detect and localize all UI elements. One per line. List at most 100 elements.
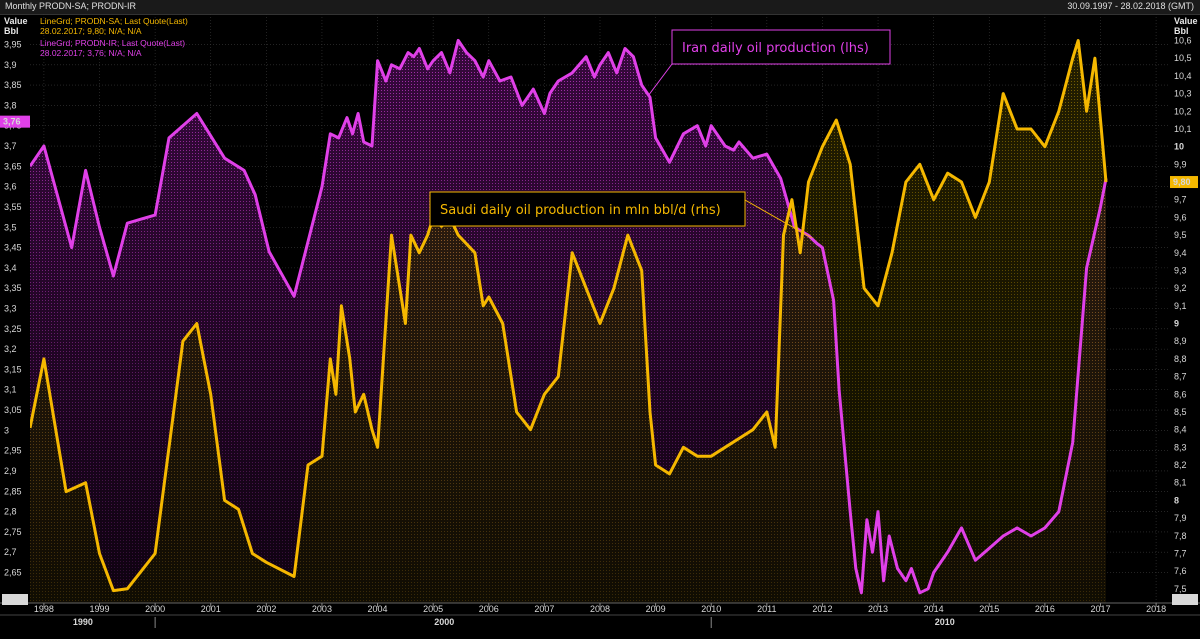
x-axis-year-label: 2012 — [812, 604, 832, 614]
right-axis-tick-label: 9,4 — [1174, 248, 1187, 258]
right-axis-tick-label: 10,6 — [1174, 36, 1192, 46]
right-axis-head-unit: Bbl — [1174, 26, 1189, 36]
iran-callout-box — [671, 29, 891, 65]
right-axis-tick-label: 9,3 — [1174, 265, 1187, 275]
right-axis-tick-label: 10,1 — [1174, 124, 1192, 134]
x-axis-decade-label: 2010 — [935, 617, 955, 627]
right-axis-tick-label: 7,7 — [1174, 548, 1187, 558]
left-axis-tick-label: 3,95 — [4, 39, 22, 49]
x-axis-year-label: 2003 — [312, 604, 332, 614]
left-axis-tick-label: 2,75 — [4, 527, 22, 537]
left-axis-tick-label: 3,05 — [4, 405, 22, 415]
chart-title: Monthly PRODN-SA; PRODN-IR — [5, 1, 137, 11]
auto-scale-right-button[interactable]: Auto — [1172, 594, 1198, 605]
left-axis-tick-label: 3,55 — [4, 202, 22, 212]
left-axis-tick-label: 3,7 — [4, 141, 17, 151]
left-axis-tick-label: 2,8 — [4, 507, 17, 517]
right-axis-tick-label: 10,4 — [1174, 71, 1192, 81]
x-axis-year-label: 1998 — [34, 604, 54, 614]
right-axis-tick-label: 9,1 — [1174, 301, 1187, 311]
right-axis-tick-label: 8,2 — [1174, 460, 1187, 470]
left-axis-tick-label: 3,45 — [4, 243, 22, 253]
right-axis-tick-label: 9,9 — [1174, 159, 1187, 169]
x-axis-year-label: 1999 — [89, 604, 109, 614]
saudi-last-value-tag — [1170, 176, 1198, 189]
auto-scale-left-button[interactable]: Auto — [2, 594, 28, 605]
x-axis-year-label: 2010 — [701, 604, 721, 614]
x-axis-year-label: 2005 — [423, 604, 443, 614]
right-axis-tick-label: 10,3 — [1174, 89, 1192, 99]
iran-last-value: 3,76 — [3, 117, 21, 127]
iran-last-value-tag — [0, 115, 30, 128]
right-axis-tick-label: 7,9 — [1174, 513, 1187, 523]
x-axis-year-label: 2004 — [368, 604, 388, 614]
x-axis-year-label: 2002 — [256, 604, 276, 614]
x-axis-decade-label: 2000 — [434, 617, 454, 627]
right-axis-tick-label: 9,5 — [1174, 230, 1187, 240]
left-axis-head-value: Value — [4, 16, 28, 26]
left-axis-tick-label: 3,65 — [4, 161, 22, 171]
right-axis-tick-label: 8,3 — [1174, 442, 1187, 452]
right-axis-tick-label: 10 — [1174, 142, 1184, 152]
right-axis-tick-label: 10,2 — [1174, 106, 1192, 116]
legend-iran-last: 28.02.2017; 3,76; N/A; N/A — [40, 48, 142, 58]
left-axis-tick-label: 3 — [4, 425, 9, 435]
auto-button-label: Auto — [1175, 595, 1194, 605]
left-axis-tick-label: 3,6 — [4, 182, 17, 192]
saudi-last-value: 9,80 — [1173, 177, 1191, 187]
series-area-shade-prodn-sa — [30, 40, 1106, 603]
left-axis-tick-label: 3,5 — [4, 222, 17, 232]
x-axis-year-label: 2009 — [646, 604, 666, 614]
x-axis-year-label: 2007 — [534, 604, 554, 614]
legend-iran-series: LineGrd; PRODN-IR; Last Quote(Last) — [40, 38, 185, 48]
left-axis-tick-label: 3,4 — [4, 263, 17, 273]
right-axis-tick-label: 10,5 — [1174, 53, 1192, 63]
x-axis-year-label: 2014 — [924, 604, 944, 614]
left-axis-tick-label: 3,2 — [4, 344, 17, 354]
x-axis-year-label: 2006 — [479, 604, 499, 614]
left-axis-tick-label: 3,85 — [4, 80, 22, 90]
right-axis-tick-label: 7,5 — [1174, 584, 1187, 594]
x-axis-year-label: 2016 — [1035, 604, 1055, 614]
x-axis-year-label: 2017 — [1090, 604, 1110, 614]
right-axis-tick-label: 8,1 — [1174, 478, 1187, 488]
left-axis-tick-label: 2,7 — [4, 547, 17, 557]
auto-button-bg — [1172, 594, 1198, 605]
right-axis-tick-label: 7,6 — [1174, 566, 1187, 576]
left-axis-tick-label: 2,95 — [4, 446, 22, 456]
saudi-callout-text: Saudi daily oil production in mln bbl/d … — [440, 203, 721, 218]
x-axis-decade-label: 1990 — [73, 617, 93, 627]
auto-button-label: Auto — [5, 595, 24, 605]
left-axis-head-unit: Bbl — [4, 26, 19, 36]
right-axis-tick-label: 9,7 — [1174, 195, 1187, 205]
left-axis-tick-label: 2,65 — [4, 568, 22, 578]
left-axis-tick-label: 2,9 — [4, 466, 17, 476]
right-axis-tick-label: 9,2 — [1174, 283, 1187, 293]
right-axis-tick-label: 8,4 — [1174, 425, 1187, 435]
x-axis-year-label: 2008 — [590, 604, 610, 614]
left-axis-tick-label: 3,9 — [4, 60, 17, 70]
x-axis-year-label: 2015 — [979, 604, 999, 614]
right-axis-tick-label: 8 — [1174, 495, 1179, 505]
x-axis-year-label: 2000 — [145, 604, 165, 614]
right-axis-tick-label: 8,5 — [1174, 407, 1187, 417]
right-axis-tick-label: 8,8 — [1174, 354, 1187, 364]
left-axis-tick-label: 3,1 — [4, 385, 17, 395]
auto-button-bg — [2, 594, 28, 605]
series-line-prodn-ir — [30, 38, 1108, 595]
right-axis-tick-label: 8,7 — [1174, 372, 1187, 382]
series-line-prodn-sa — [30, 39, 1108, 593]
annotations-layer: 3,76 9,80 LineGrd; PRODN-SA; Last Quote(La… — [0, 16, 1198, 239]
right-axis-tick-label: 8,9 — [1174, 336, 1187, 346]
legend-saudi-series: LineGrd; PRODN-SA; Last Quote(Last) — [40, 16, 188, 26]
right-axis-tick-label: 9 — [1174, 319, 1179, 329]
saudi-callout-leader — [744, 199, 813, 239]
x-axis-year-label: 2011 — [757, 604, 776, 614]
left-axis-tick-label: 3,3 — [4, 304, 17, 314]
right-axis-tick-label: 8,6 — [1174, 389, 1187, 399]
left-axis-tick-label: 3,35 — [4, 283, 22, 293]
iran-callout-leader — [647, 63, 673, 97]
left-axis-tick-label: 3,25 — [4, 324, 22, 334]
legend-saudi-last: 28.02.2017; 9,80; N/A; N/A — [40, 26, 142, 36]
